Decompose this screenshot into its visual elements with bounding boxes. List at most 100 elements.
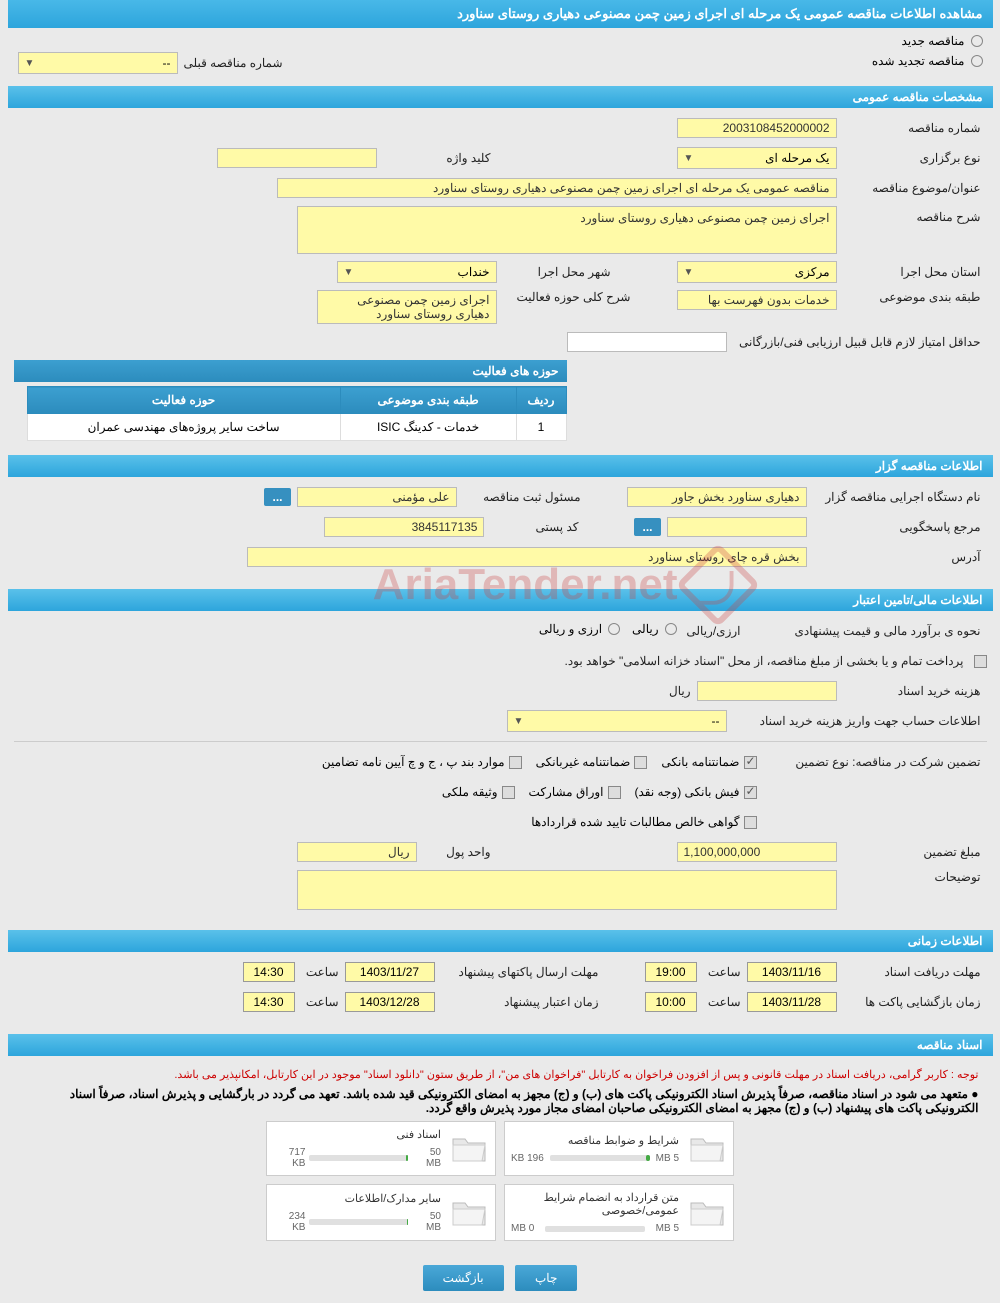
radio-new-label: مناقصه جدید (902, 34, 965, 48)
postal-field: 3845117135 (324, 517, 484, 537)
chk-regs[interactable]: موارد بند پ ، ج و چ آیین نامه تضامین (322, 755, 522, 769)
section-timing-header: اطلاعات زمانی (8, 930, 993, 952)
estimate-label: نحوه ی برآورد مالی و قیمت پیشنهادی (747, 624, 987, 638)
chk-securities[interactable]: اوراق مشارکت (529, 785, 621, 799)
min-score-field[interactable] (567, 332, 727, 352)
address-label: آدرس (807, 550, 987, 564)
folder-icon (687, 1193, 727, 1233)
notice-red: توجه : کاربر گرامی، دریافت اسناد در مهلت… (14, 1064, 987, 1085)
file-size: 717 KB (273, 1147, 305, 1169)
address-field: بخش قره چای روستای سناورد (247, 547, 807, 567)
file-max: 50 MB (412, 1211, 441, 1233)
file-title: متن قرارداد به انضمام شرایط عمومی/خصوصی (511, 1191, 679, 1217)
account-dropdown[interactable]: -- ▼ (507, 710, 727, 732)
guarantee-type-label: تضمین شرکت در مناقصه: نوع تضمین (757, 755, 987, 769)
file-card-3[interactable]: متن قرارداد به انضمام شرایط عمومی/خصوصی … (504, 1184, 734, 1241)
province-label: استان محل اجرا (837, 265, 987, 279)
activity-table: ردیف طبقه بندی موضوعی حوزه فعالیت 1 خدما… (27, 386, 567, 441)
register-lookup-button[interactable]: ... (264, 488, 290, 506)
submit-deadline-label: مهلت ارسال پاکتهای پیشنهاد (435, 965, 605, 979)
description-label: شرح مناقصه (837, 206, 987, 224)
col-class: طبقه بندی موضوعی (340, 387, 516, 414)
print-button[interactable]: چاپ (515, 1265, 577, 1291)
responder-lookup-button[interactable]: ... (634, 518, 660, 536)
col-scope: حوزه فعالیت (27, 387, 340, 414)
open-date-field[interactable]: 1403/11/28 (747, 992, 837, 1012)
time-label-2: ساعت (295, 965, 345, 979)
riyal-unit-label: ریال (663, 684, 697, 698)
receive-deadline-label: مهلت دریافت اسناد (837, 965, 987, 979)
section-documents-header: اسناد مناقصه (8, 1034, 993, 1056)
file-max: 5 MB (656, 1153, 679, 1164)
chk-cert[interactable]: گواهی خالص مطالبات تایید شده قراردادها (531, 815, 756, 829)
receive-date-field[interactable]: 1403/11/16 (747, 962, 837, 982)
chk-cash[interactable]: فیش بانکی (وجه نقد) (635, 785, 757, 799)
col-row: ردیف (516, 387, 566, 414)
province-dropdown[interactable]: مرکزی ▼ (677, 261, 837, 283)
doc-cost-field[interactable] (697, 681, 837, 701)
keyword-field[interactable] (217, 148, 377, 168)
receive-time-field[interactable]: 19:00 (645, 962, 697, 982)
chevron-down-icon: ▼ (684, 153, 694, 164)
title-label: عنوان/موضوع مناقصه (837, 181, 987, 195)
submit-date-field[interactable]: 1403/11/27 (345, 962, 435, 982)
file-title: اسناد فنی (273, 1128, 441, 1141)
tender-number-field: 2003108452000002 (677, 118, 837, 138)
min-score-label: حداقل امتیاز لازم قابل قبیل ارزیابی فنی/… (727, 335, 987, 349)
chk-property[interactable]: وثیقه ملکی (442, 785, 515, 799)
tender-number-label: شماره مناقصه (837, 121, 987, 135)
org-field: دهیاری سناورد بخش جاور (627, 487, 807, 507)
file-card-4[interactable]: سایر مدارک/اطلاعات 50 MB 234 KB (266, 1184, 496, 1241)
radio-arz[interactable]: ارزی و ریالی (539, 622, 620, 636)
validity-time-field[interactable]: 14:30 (243, 992, 295, 1012)
open-time-field[interactable]: 10:00 (645, 992, 697, 1012)
validity-date-field[interactable]: 1403/12/28 (345, 992, 435, 1012)
subject-class-label: طبقه بندی موضوعی (837, 290, 987, 304)
treasury-checkbox[interactable]: پرداخت تمام و یا بخشی از مبلغ مناقصه، از… (559, 654, 987, 668)
section-tenderer-header: اطلاعات مناقصه گزار (8, 455, 993, 477)
file-title: شرایط و ضوابط مناقصه (511, 1134, 679, 1147)
file-card-2[interactable]: اسناد فنی 50 MB 717 KB (266, 1121, 496, 1176)
title-field: مناقصه عمومی یک مرحله ای اجرای زمین چمن … (277, 178, 837, 198)
chevron-down-icon: ▼ (344, 267, 354, 278)
activity-scope-field: اجرای زمین چمن مصنوعی دهیاری روستای سناو… (317, 290, 497, 324)
file-title: سایر مدارک/اطلاعات (273, 1192, 441, 1205)
chk-nonbank[interactable]: ضمانتنامه غیربانکی (536, 755, 648, 769)
account-label: اطلاعات حساب جهت واریز هزینه خرید اسناد (727, 714, 987, 728)
back-button[interactable]: بازگشت (423, 1265, 504, 1291)
section-financial-header: اطلاعات مالی/تامین اعتبار (8, 589, 993, 611)
hold-type-dropdown[interactable]: یک مرحله ای ▼ (677, 147, 837, 169)
submit-time-field[interactable]: 14:30 (243, 962, 295, 982)
file-card-1[interactable]: شرایط و ضوابط مناقصه 5 MB 196 KB (504, 1121, 734, 1176)
time-label-3: ساعت (697, 995, 747, 1009)
doc-cost-label: هزینه خرید اسناد (837, 684, 987, 698)
activity-scope-label: شرح کلی حوزه فعالیت (497, 290, 637, 304)
time-label-4: ساعت (295, 995, 345, 1009)
chevron-down-icon: ▼ (684, 267, 694, 278)
notes-label: توضیحات (837, 870, 987, 884)
prev-number-dropdown[interactable]: -- ▼ (18, 52, 178, 74)
unit-label: واحد پول (417, 845, 497, 859)
keyword-label: کلید واژه (377, 151, 497, 165)
radio-riyal[interactable]: ریالی (632, 622, 676, 636)
prev-number-label: شماره مناقصه قبلی (178, 56, 289, 70)
activity-table-header: حوزه های فعالیت (14, 360, 567, 382)
notes-field[interactable] (297, 870, 837, 910)
radio-renewed-tender[interactable]: مناقصه تجدید شده (872, 54, 983, 68)
description-field: اجرای زمین چمن مصنوعی دهیاری روستای سناو… (297, 206, 837, 254)
subject-class-field: خدمات بدون فهرست بها (677, 290, 837, 310)
responder-field (667, 517, 807, 537)
guarantee-amount-field: 1,100,000,000 (677, 842, 837, 862)
file-size: 196 KB (511, 1153, 544, 1164)
radio-renewed-label: مناقصه تجدید شده (872, 54, 965, 68)
currency-label: ارزی/ریالی (677, 624, 747, 638)
radio-new-tender[interactable]: مناقصه جدید (18, 34, 983, 48)
folder-icon (687, 1129, 727, 1169)
city-dropdown[interactable]: خنداب ▼ (337, 261, 497, 283)
chevron-down-icon: ▼ (514, 716, 524, 727)
chk-bank[interactable]: ضمانتنامه بانکی (661, 755, 756, 769)
table-row: 1 خدمات - کدینگ ISIC ساخت سایر پروژه‌های… (27, 414, 566, 441)
folder-icon (449, 1129, 489, 1169)
notice-black: ● متعهد می شود در اسناد مناقصه، صرفاً پذ… (14, 1085, 987, 1117)
time-label-1: ساعت (697, 965, 747, 979)
